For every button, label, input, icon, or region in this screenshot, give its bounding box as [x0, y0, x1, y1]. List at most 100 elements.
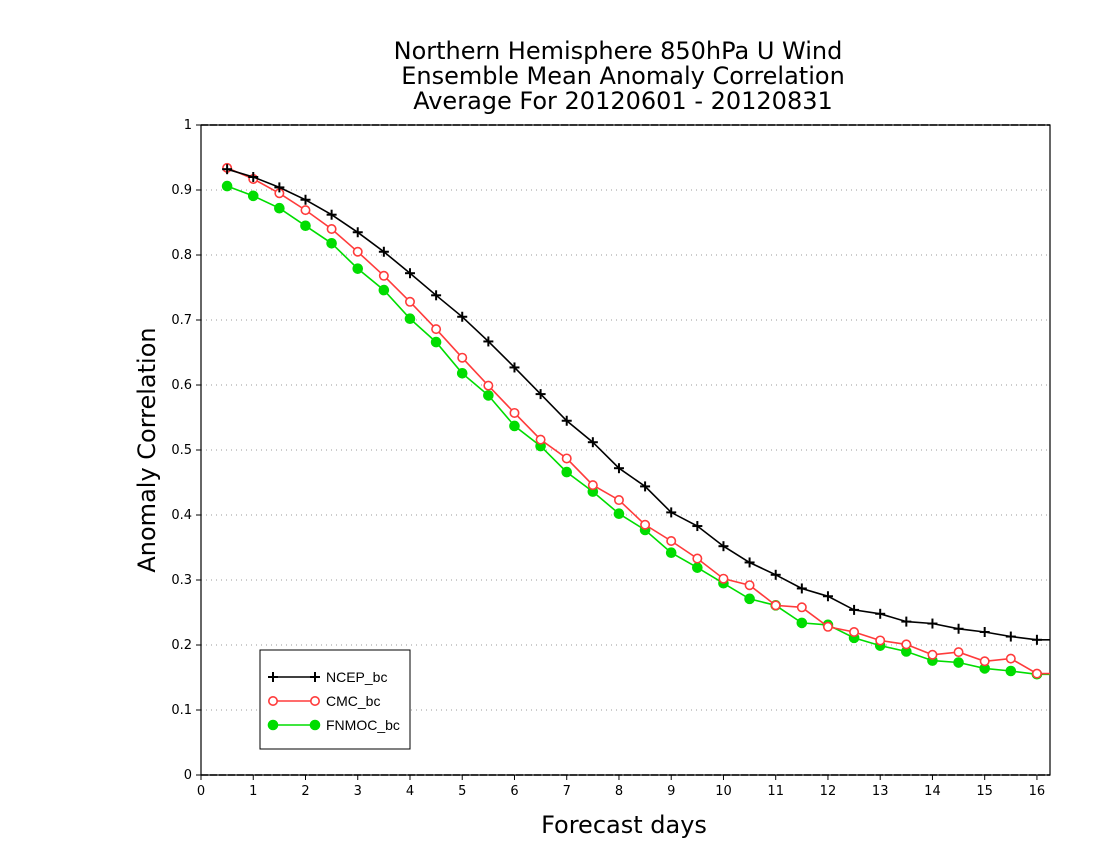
- data-point: [561, 415, 572, 426]
- x-tick-label: 5: [458, 784, 466, 799]
- series-fnmoc-bc: [221, 180, 1050, 680]
- data-point: [953, 647, 964, 658]
- data-point: [378, 246, 389, 257]
- legend-marker: [310, 672, 320, 682]
- x-tick-label: 10: [715, 784, 732, 799]
- data-point: [457, 352, 468, 363]
- y-tick-label: 1: [184, 118, 192, 133]
- data-point: [744, 593, 755, 605]
- data-point: [718, 573, 729, 584]
- x-tick-label: 14: [924, 784, 941, 799]
- data-point: [901, 639, 912, 650]
- data-point: [431, 324, 442, 335]
- data-point: [665, 547, 677, 559]
- data-point: [613, 463, 624, 474]
- data-point: [352, 227, 363, 238]
- data-point: [796, 583, 807, 594]
- data-point: [666, 507, 677, 518]
- data-point: [640, 481, 651, 492]
- y-tick-label: 0.6: [171, 378, 192, 393]
- y-tick-label: 0.5: [171, 443, 192, 458]
- series-line: [226, 185, 1050, 676]
- data-point: [1005, 631, 1016, 642]
- legend-item-fnmoc-bc: FNMOC_bc: [267, 717, 400, 733]
- y-tick-label: 0.4: [171, 508, 192, 523]
- data-point: [248, 172, 259, 182]
- legend-marker: [309, 695, 320, 706]
- legend-label: CMC_bc: [326, 693, 380, 709]
- data-point: [640, 519, 651, 530]
- data-point: [274, 182, 285, 193]
- data-point: [509, 362, 520, 373]
- data-point: [587, 480, 598, 491]
- legend-box: [259, 649, 411, 750]
- x-tick-label: 9: [667, 784, 675, 799]
- x-axis-ticks: 0 1 2 3 4 5 6 7 8 9 10 11 12 13 14 15 16: [197, 775, 1045, 799]
- data-point: [300, 205, 311, 216]
- y-tick-label: 0.3: [171, 573, 192, 588]
- data-point: [744, 580, 755, 591]
- data-point: [352, 246, 363, 257]
- x-tick-label: 0: [197, 784, 205, 799]
- data-point: [535, 389, 546, 400]
- x-tick-label: 12: [820, 784, 837, 799]
- x-axis-label: Forecast days: [541, 811, 707, 839]
- series-line: [226, 168, 1050, 641]
- y-axis-ticks: 0 0.1 0.2 0.3 0.4 0.5 0.6 0.7 0.8 0.9 1: [171, 118, 201, 783]
- series-ncep-bc: [222, 164, 1050, 645]
- data-point: [849, 604, 860, 615]
- data-point: [431, 290, 442, 301]
- data-point: [483, 380, 494, 391]
- legend-label: FNMOC_bc: [326, 717, 400, 733]
- data-point: [613, 508, 625, 520]
- y-tick-label: 0.8: [171, 248, 192, 263]
- data-point: [1005, 665, 1017, 677]
- data-point: [927, 649, 938, 660]
- data-point: [666, 535, 677, 546]
- legend-item-cmc-bc: CMC_bc: [267, 693, 380, 709]
- data-point: [979, 656, 990, 667]
- data-point: [326, 209, 337, 220]
- data-point: [692, 553, 703, 564]
- legend-marker: [267, 695, 278, 706]
- data-point: [1031, 668, 1042, 679]
- data-point: [953, 657, 964, 668]
- gridlines: [201, 189, 1050, 711]
- data-point: [483, 390, 494, 401]
- x-tick-label: 16: [1029, 784, 1046, 799]
- data-point: [796, 602, 807, 613]
- legend-marker: [268, 672, 278, 682]
- data-point: [247, 190, 259, 202]
- data-point: [692, 562, 703, 573]
- data-point: [927, 618, 938, 629]
- data-point: [509, 420, 520, 432]
- data-point: [326, 224, 337, 235]
- legend-marker: [267, 719, 279, 731]
- x-tick-label: 3: [354, 784, 362, 799]
- data-point: [875, 608, 886, 619]
- data-point: [1005, 653, 1016, 664]
- data-point: [953, 623, 964, 634]
- data-point: [404, 296, 415, 307]
- data-point: [822, 621, 833, 632]
- data-point: [979, 627, 990, 637]
- legend: NCEP_bc CMC_bc FNMOC_bc: [259, 649, 411, 750]
- data-point: [352, 263, 364, 274]
- y-tick-label: 0: [184, 768, 192, 783]
- chart-title-line-2: Ensemble Mean Anomaly Correlation: [401, 62, 845, 90]
- series-layer: [221, 162, 1050, 680]
- data-point: [300, 220, 311, 232]
- data-point: [849, 626, 860, 637]
- x-tick-label: 7: [563, 784, 571, 799]
- data-point: [222, 164, 233, 175]
- y-tick-label: 0.7: [171, 313, 192, 328]
- data-point: [404, 268, 415, 279]
- data-point: [457, 311, 468, 322]
- x-tick-label: 2: [301, 784, 309, 799]
- data-point: [718, 541, 729, 552]
- data-point: [587, 437, 598, 448]
- data-point: [1031, 634, 1042, 645]
- data-point: [561, 453, 572, 464]
- data-point: [770, 569, 781, 580]
